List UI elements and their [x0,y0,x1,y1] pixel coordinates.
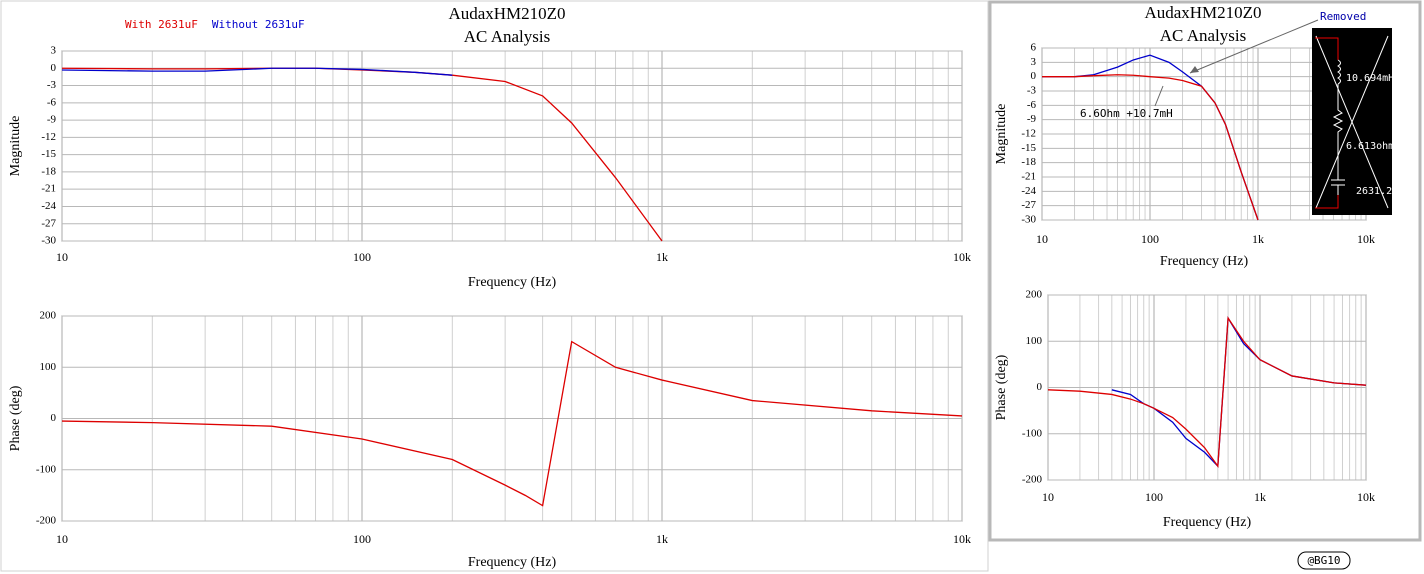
x-tick-label: 100 [1145,490,1163,504]
inset-label: 6.613ohm [1346,141,1394,152]
y-tick-label: 0 [1031,70,1037,82]
x-axis-label: Frequency (Hz) [1160,254,1249,269]
annotation-arrow [1189,19,1319,74]
x-axis-label: Frequency (Hz) [1163,515,1252,530]
y-tick-label: 0 [1037,381,1043,393]
x-tick-label: 100 [1141,232,1159,246]
series-line [61,340,963,507]
y-tick-label: 3 [1031,56,1037,68]
y-tick-label: 6 [1031,42,1037,54]
chart-subtitle: AC Analysis [464,27,550,46]
x-tick-label: 10k [953,532,971,546]
x-tick-label: 1k [1254,490,1266,504]
y-axis-label: Magnitude [8,116,23,177]
annotation: 6.6Ohm +10.7mH [1080,107,1173,120]
components [1331,59,1345,195]
x-tick-label: 1k [656,532,668,546]
legend-entry: Without 2631uF [212,18,305,31]
series-line [1042,74,1259,221]
y-tick-label: -9 [1027,113,1037,125]
y-tick-label: -24 [41,200,56,212]
y-tick-label: -9 [47,114,57,126]
y-tick-label: -18 [41,165,56,177]
chart-title: AudaxHM210Z0 [1144,3,1261,22]
y-tick-label: -100 [1022,427,1043,439]
annotation: Removed [1320,10,1366,23]
y-tick-label: -27 [1021,199,1036,211]
x-tick-label: 10k [953,250,971,264]
x-tick-label: 10 [56,250,68,264]
y-tick-label: 3 [51,45,57,57]
y-tick-label: -200 [1022,474,1043,486]
y-tick-label: 0 [51,412,57,424]
y-tick-label: -3 [1027,85,1037,97]
y-tick-label: -30 [41,235,56,247]
y-tick-label: -6 [1027,99,1037,111]
footer-badge [1297,551,1351,570]
y-tick-label: 200 [40,310,57,322]
y-tick-label: -21 [41,183,56,195]
arrow-head [1190,66,1199,73]
y-tick-label: -30 [1021,214,1036,226]
plot-area [61,50,963,242]
y-tick-label: -24 [1021,185,1036,197]
x-tick-label: 100 [353,532,371,546]
x-tick-label: 1k [656,250,668,264]
inset-label: 10.694mH [1346,73,1394,84]
x-tick-label: 10 [56,532,68,546]
cross [1315,35,1389,209]
y-tick-label: -27 [41,217,56,229]
annotation-arrow [1154,85,1164,107]
x-axis-label: Frequency (Hz) [468,555,557,570]
schematic-inset: 10.694mH 6.613ohm 2631.2uF [1312,28,1404,215]
y-tick-label: -12 [1021,128,1036,140]
x-tick-label: 100 [353,250,371,264]
series-line [61,67,453,76]
wire [1315,37,1339,60]
x-tick-label: 10k [1357,232,1375,246]
y-tick-label: -12 [41,131,56,143]
x-tick-label: 10k [1357,490,1375,504]
y-tick-label: 0 [51,62,57,74]
chart-subtitle: AC Analysis [1160,26,1246,45]
series-line [1047,316,1367,468]
y-tick-label: -3 [47,79,57,91]
legend-entry: With 2631uF [125,18,198,31]
y-tick-label: -21 [1021,171,1036,183]
y-tick-label: -200 [36,515,57,527]
y-tick-label: 100 [1026,335,1043,347]
y-tick-label: -15 [41,148,56,160]
y-tick-label: -15 [1021,142,1036,154]
y-tick-label: -100 [36,463,57,475]
x-tick-label: 10 [1042,490,1054,504]
y-tick-label: 100 [40,361,57,373]
wire [1315,195,1339,209]
y-tick-label: -18 [1021,156,1036,168]
x-tick-label: 10 [1036,232,1048,246]
x-tick-label: 1k [1252,232,1264,246]
y-axis-label: Phase (deg) [8,385,23,451]
chart-title: AudaxHM210Z0 [448,4,565,23]
footer: @BG10 [1307,554,1340,567]
inset-label: 2631.2uF [1356,186,1404,197]
x-axis-label: Frequency (Hz) [468,275,557,290]
y-axis-label: Magnitude [994,104,1009,165]
y-tick-label: -6 [47,96,57,108]
y-axis-label: Phase (deg) [994,354,1009,420]
y-tick-label: 200 [1026,289,1043,301]
